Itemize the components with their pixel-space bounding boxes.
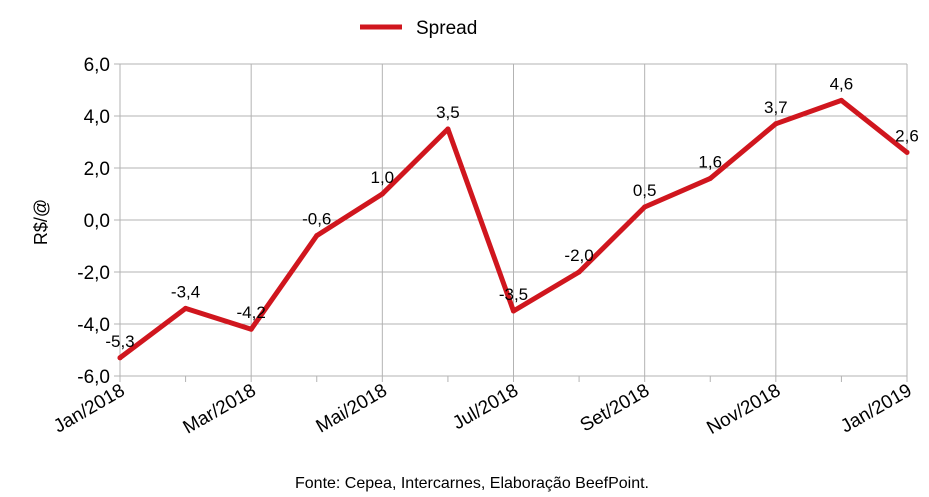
data-label: 0,5 xyxy=(633,181,657,200)
data-point xyxy=(183,305,189,311)
legend-label-spread: Spread xyxy=(416,18,477,39)
y-axis-title: R$/@ xyxy=(31,199,51,245)
source-note: Fonte: Cepea, Intercarnes, Elaboração Be… xyxy=(295,475,649,492)
data-point xyxy=(379,191,385,197)
data-point xyxy=(707,175,713,181)
data-labels: -5,3 -3,4 -4,2 -0,6 1,0 3,5 -3,5 -2,0 0,5 1,6 3,7 4… xyxy=(105,74,918,350)
y-tick-label: 6,0 xyxy=(84,55,110,76)
data-label: -3,5 xyxy=(499,285,528,304)
y-tick-label: -4,0 xyxy=(77,315,110,336)
data-point xyxy=(642,204,648,210)
data-point xyxy=(904,149,910,155)
data-label: -4,2 xyxy=(237,303,266,322)
data-point xyxy=(838,97,844,103)
series-layer xyxy=(117,97,910,361)
data-label: 1,6 xyxy=(698,152,722,171)
data-label: -2,0 xyxy=(564,246,593,265)
data-label: -5,3 xyxy=(105,332,134,351)
data-point xyxy=(314,233,320,239)
data-label: -0,6 xyxy=(302,210,331,229)
data-point xyxy=(445,126,451,132)
y-tick-label: -2,0 xyxy=(77,263,110,284)
y-tick-label: -6,0 xyxy=(77,367,110,388)
legend: Spread xyxy=(360,18,477,39)
data-label: 2,6 xyxy=(895,126,919,145)
data-label: 4,6 xyxy=(830,74,854,93)
y-axis-ticks: -6,0 -4,0 -2,0 0,0 2,0 4,0 6,0 xyxy=(77,55,120,388)
data-point xyxy=(248,326,254,332)
data-label: 1,0 xyxy=(371,168,395,187)
data-point xyxy=(117,355,123,361)
data-label: 3,5 xyxy=(436,103,460,122)
data-point xyxy=(576,269,582,275)
data-label: -3,4 xyxy=(171,282,200,301)
y-tick-label: 0,0 xyxy=(84,211,110,232)
data-point xyxy=(511,308,516,314)
y-tick-label: 4,0 xyxy=(84,107,110,128)
data-point xyxy=(773,121,779,127)
y-tick-label: 2,0 xyxy=(84,159,110,180)
data-label: 3,7 xyxy=(764,98,788,117)
